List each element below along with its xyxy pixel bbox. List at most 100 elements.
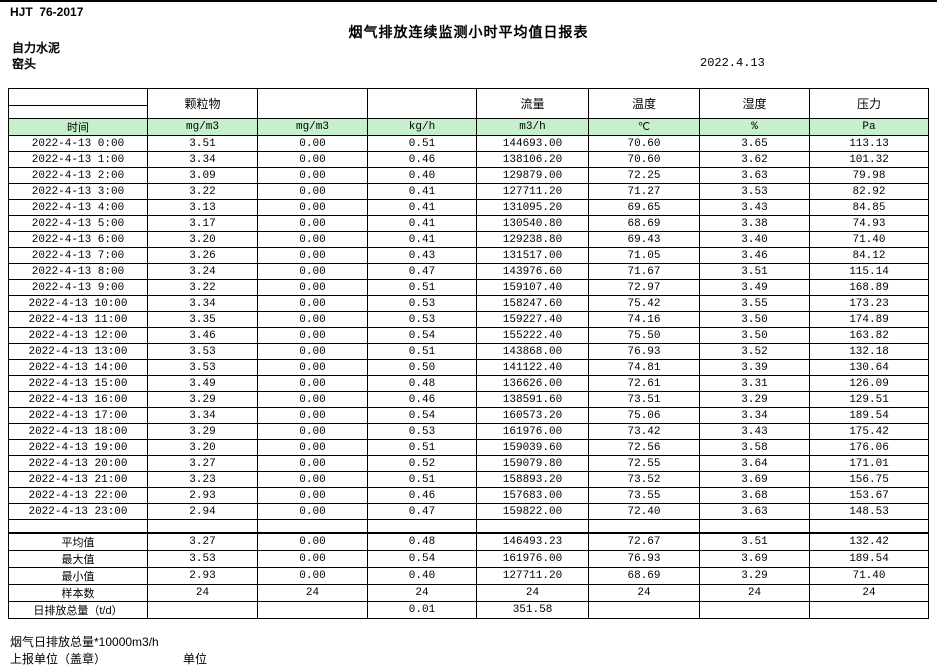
time-cell: 2022-4-13 20:00 [8,455,148,472]
value-cell: 3.63 [699,167,810,184]
value-cell: 129879.00 [476,167,589,184]
value-cell: 168.89 [809,279,929,296]
value-cell: 0.00 [257,503,368,520]
value-cell: 3.29 [147,391,258,408]
value-cell: 163.82 [809,327,929,344]
value-cell [588,601,700,619]
value-cell: 3.62 [699,151,810,168]
value-cell: 0.00 [257,550,368,568]
value-cell: 144693.00 [476,135,589,152]
value-cell: 2.93 [147,567,258,585]
data-row: 2022-4-13 2:00 3.09 0.00 0.40 129879.00 72.25… [8,167,929,184]
value-cell: 0.53 [367,423,477,440]
data-row: 2022-4-13 22:00 2.93 0.00 0.46 157683.00 73.5… [8,487,929,504]
value-cell: 0.00 [257,343,368,360]
header-blank-pollutant-2 [367,88,477,119]
value-cell: 0.51 [367,439,477,456]
value-cell: 127711.20 [476,183,589,200]
value-cell: 0.00 [257,471,368,488]
value-cell: 0.00 [257,439,368,456]
value-cell: 3.39 [699,359,810,376]
value-cell: 3.26 [147,247,258,264]
value-cell: 0.54 [367,407,477,424]
value-cell: 84.12 [809,247,929,264]
value-cell: 176.06 [809,439,929,456]
value-cell: 158893.20 [476,471,589,488]
value-cell: 24 [147,584,258,602]
page-title: 烟气排放连续监测小时平均值日报表 [348,24,589,40]
summary-label-cell: 最小值 [8,567,148,585]
value-cell: 71.05 [588,247,700,264]
pollutant-header-row: 颗粒物 流量 温度 湿度 压力 [8,88,929,119]
header-flow: 流量 [476,88,589,119]
data-row: 2022-4-13 23:00 2.94 0.00 0.47 159822.00 72.4… [8,503,929,520]
value-cell: 0.53 [367,295,477,312]
value-cell: 0.00 [257,215,368,232]
value-cell: 84.85 [809,199,929,216]
value-cell: 75.50 [588,327,700,344]
data-row: 2022-4-13 9:00 3.22 0.00 0.51 159107.40 72.97… [8,279,929,296]
value-cell: 3.64 [699,455,810,472]
header-temperature: 温度 [588,88,700,119]
value-cell: 2.94 [147,503,258,520]
time-cell: 2022-4-13 19:00 [8,439,148,456]
time-cell: 2022-4-13 7:00 [8,247,148,264]
value-cell: 74.93 [809,215,929,232]
data-row: 2022-4-13 17:00 3.34 0.00 0.54 160573.20 75.0… [8,407,929,424]
value-cell: 161976.00 [476,423,589,440]
hourly-report-table: 颗粒物 流量 温度 湿度 压力 时间 mg/m3 mg/m3 kg/h m3/h… [8,88,929,619]
value-cell [147,601,258,619]
value-cell: 79.98 [809,167,929,184]
value-cell: 3.49 [699,279,810,296]
value-cell: 3.34 [147,295,258,312]
value-cell: 0.50 [367,359,477,376]
value-cell: 0.46 [367,151,477,168]
data-row: 2022-4-13 1:00 3.34 0.00 0.46 138106.20 70.60… [8,151,929,168]
value-cell: 71.27 [588,183,700,200]
time-cell: 2022-4-13 8:00 [8,263,148,280]
data-row: 2022-4-13 21:00 3.23 0.00 0.51 158893.20 73.5… [8,471,929,488]
summary-row: 日排放总量（t/d） 0.01 351.58 [8,601,929,619]
value-cell: 3.50 [699,327,810,344]
value-cell: 0.47 [367,503,477,520]
value-cell: 3.53 [147,343,258,360]
time-cell: 2022-4-13 5:00 [8,215,148,232]
value-cell: 0.00 [257,532,368,551]
value-cell: 138106.20 [476,151,589,168]
value-cell: 3.55 [699,295,810,312]
summary-row: 最小值 2.93 0.00 0.40 127711.20 68.69 3.29 71.40 [8,567,929,585]
value-cell: 0.54 [367,327,477,344]
value-cell: 75.06 [588,407,700,424]
data-row: 2022-4-13 15:00 3.49 0.00 0.48 136626.00 72.6… [8,375,929,392]
value-cell: 3.23 [147,471,258,488]
value-cell: 0.43 [367,247,477,264]
value-cell: 127711.20 [476,567,589,585]
value-cell: 0.00 [257,231,368,248]
value-cell: 0.40 [367,567,477,585]
summary-label-cell: 平均值 [8,532,148,551]
value-cell: 3.22 [147,279,258,296]
time-cell: 2022-4-13 17:00 [8,407,148,424]
time-cell: 2022-4-13 11:00 [8,311,148,328]
value-cell: 351.58 [476,601,589,619]
value-cell: 0.40 [367,167,477,184]
value-cell: 0.52 [367,455,477,472]
value-cell: 0.00 [257,407,368,424]
table-body: 2022-4-13 0:00 3.51 0.00 0.51 144693.00 70.60… [8,135,929,520]
empty-cell [147,519,258,534]
value-cell: 3.52 [699,343,810,360]
value-cell: 0.00 [257,199,368,216]
value-cell: 0.00 [257,263,368,280]
value-cell [257,601,368,619]
value-cell: 3.29 [147,423,258,440]
value-cell: 131095.20 [476,199,589,216]
monitoring-point-name: 窑头 [12,57,37,71]
empty-cell [257,519,368,534]
value-cell: 68.69 [588,215,700,232]
value-cell: 0.51 [367,135,477,152]
value-cell: 0.00 [257,167,368,184]
unit-label: 单位 [183,652,208,666]
summary-row: 最大值 3.53 0.00 0.54 161976.00 76.93 3.69 189.54 [8,550,929,568]
value-cell: 0.51 [367,343,477,360]
value-cell: 174.89 [809,311,929,328]
